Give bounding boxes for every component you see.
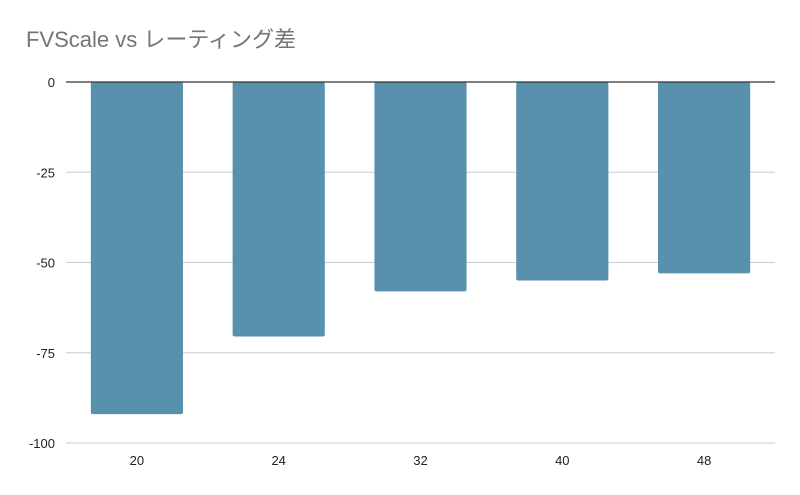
- y-tick-label: 0: [48, 75, 55, 90]
- y-tick-labels: 0 -25 -50 -75 -100: [29, 75, 55, 451]
- y-tick-label: -50: [36, 256, 55, 271]
- x-tick-label: 48: [697, 453, 711, 468]
- bar: [658, 82, 751, 274]
- bars: [90, 82, 751, 415]
- x-tick-label: 24: [271, 453, 285, 468]
- bar: [374, 82, 467, 292]
- y-tick-label: -25: [36, 165, 55, 180]
- x-tick-labels: 20 24 32 40 48: [130, 453, 712, 468]
- bar: [516, 82, 609, 281]
- y-tick-label: -75: [36, 346, 55, 361]
- y-tick-label: -100: [29, 436, 55, 451]
- x-tick-label: 20: [130, 453, 144, 468]
- x-tick-label: 40: [555, 453, 569, 468]
- chart-title: FVScale vs レーティング差: [26, 27, 297, 52]
- bar: [90, 82, 183, 415]
- bar: [232, 82, 325, 337]
- x-tick-label: 32: [413, 453, 427, 468]
